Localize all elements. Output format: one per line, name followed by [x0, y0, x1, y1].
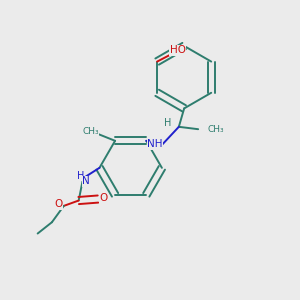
- Text: NH: NH: [147, 140, 163, 149]
- Text: O: O: [99, 193, 107, 203]
- Text: O: O: [54, 199, 63, 209]
- Text: H: H: [164, 118, 171, 128]
- Text: H: H: [77, 171, 84, 181]
- Text: HO: HO: [170, 45, 186, 55]
- Text: N: N: [82, 176, 90, 186]
- Text: CH₃: CH₃: [82, 128, 99, 136]
- Text: CH₃: CH₃: [208, 125, 224, 134]
